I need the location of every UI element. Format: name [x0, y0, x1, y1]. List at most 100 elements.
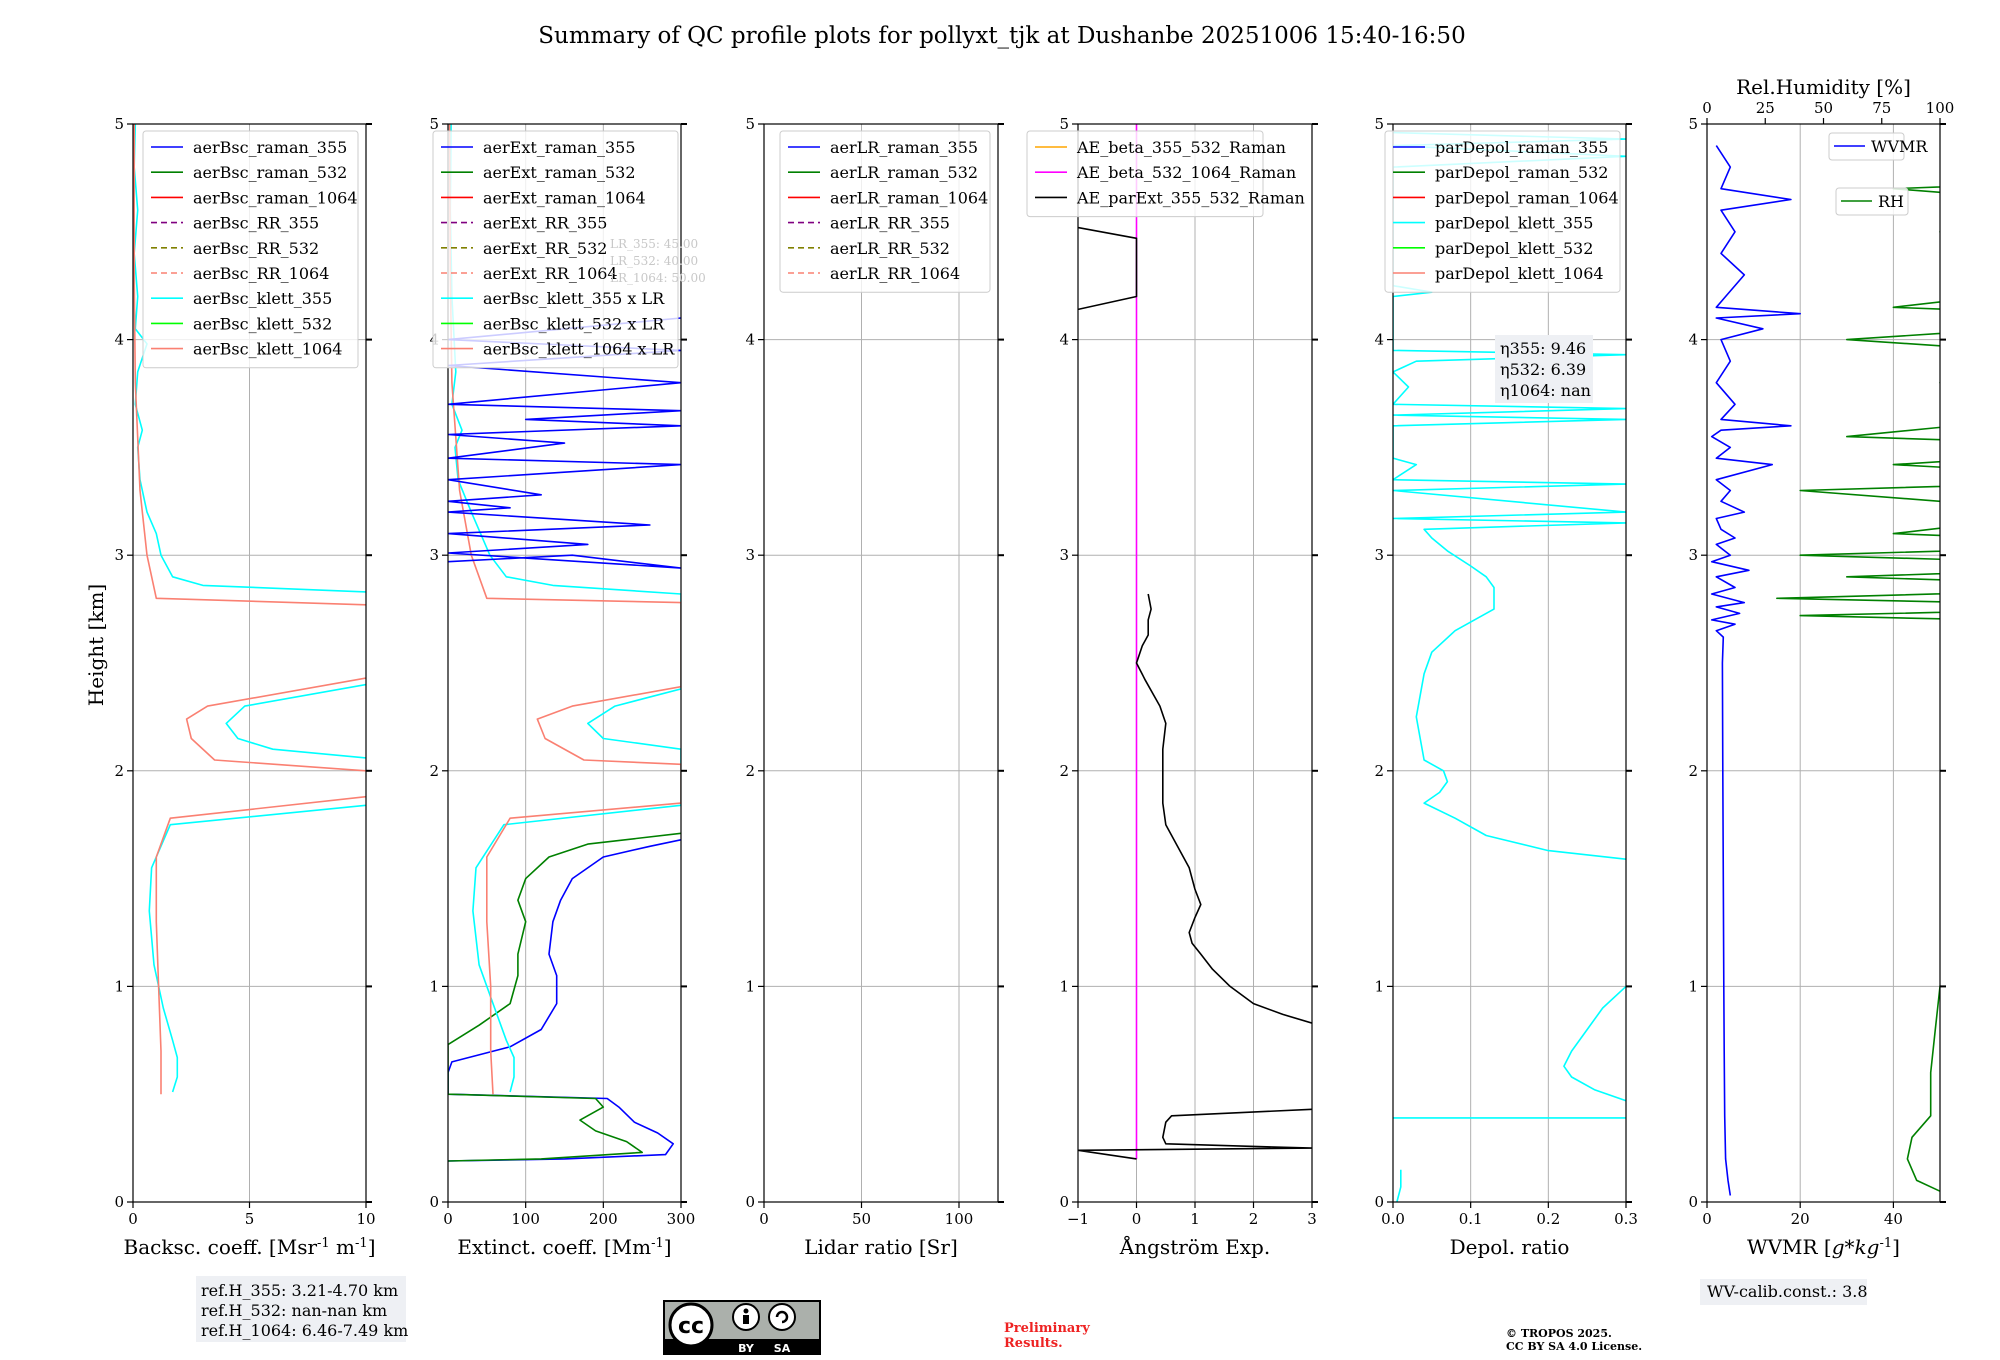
lr-note: LR_532: 40.00 [610, 254, 698, 268]
lr-note: LR_1064: 50.00 [610, 271, 706, 285]
x-tick-label: 40 [1884, 1210, 1903, 1228]
y-tick-label: 1 [1374, 977, 1384, 995]
y-tick-label: 2 [1059, 762, 1069, 780]
x-tick-label: 50 [852, 1210, 871, 1228]
legend-label: aerExt_RR_532 [483, 239, 607, 258]
ref-h-355: ref.H_355: 3.21-4.70 km [201, 1281, 398, 1300]
x-tick-label: 5 [245, 1210, 255, 1228]
legend-label: aerExt_RR_1064 [483, 264, 618, 283]
x-tick-label: −1 [1067, 1210, 1089, 1228]
legend-label: AE_parExt_355_532_Raman [1076, 188, 1305, 207]
top-x-tick-label: 100 [1926, 99, 1955, 117]
series-pardepol-klett-355 [1396, 1169, 1402, 1202]
legend-label: aerBsc_raman_355 [193, 138, 347, 157]
cc-license-badge: cc BY SA [663, 1300, 821, 1355]
wv-calib-box: WV-calib.const.: 3.8 [1700, 1279, 1868, 1305]
top-x-tick-label: 0 [1702, 99, 1712, 117]
legend-label: aerBsc_klett_532 x LR [483, 314, 665, 333]
series-aerext-raman-355 [448, 839, 681, 1162]
y-tick-label: 1 [114, 977, 124, 995]
y-tick-label: 4 [1688, 331, 1698, 349]
legend-label: aerExt_raman_355 [483, 138, 636, 157]
legend-label: WVMR [1871, 137, 1928, 156]
legend-box [779, 130, 991, 293]
legend-label: aerBsc_klett_355 [193, 289, 332, 308]
x-axis-label: WVMR [g*kg-1] [1747, 1235, 1900, 1259]
x-axis-label: Ångström Exp. [1119, 1234, 1270, 1259]
legend-label: parDepol_klett_532 [1435, 239, 1593, 258]
axes-frame [1706, 123, 1941, 1203]
panel-depol: 0 1 2 3 4 5 0.0 0.1 0.2 0.3 Depol. ratio parDepol_r… [1374, 115, 1637, 1259]
series-group [1393, 131, 1626, 1202]
y-tick-label: 3 [1374, 546, 1384, 564]
axes-frame [447, 123, 682, 1203]
legend-label: aerBsc_raman_1064 [193, 188, 358, 207]
legend-box [142, 130, 359, 369]
legend-box [1384, 130, 1621, 293]
y-tick-label: 4 [1374, 331, 1384, 349]
x-tick-label: 0 [1702, 1210, 1712, 1228]
license-text: CC BY SA 4.0 License. [1506, 1340, 1642, 1353]
legend-label: aerExt_RR_355 [483, 214, 607, 233]
y-tick-label: 5 [114, 115, 124, 133]
series-aerext-raman-532 [448, 832, 681, 1162]
x-tick-label: 10 [356, 1210, 375, 1228]
y-tick-label: 0 [745, 1193, 755, 1211]
legend-label: aerBsc_klett_355 x LR [483, 289, 665, 308]
y-tick-label: 2 [1688, 762, 1698, 780]
legend-label: parDepol_klett_355 [1435, 214, 1593, 233]
x-tick-label: 0 [443, 1210, 453, 1228]
cc-icon [668, 1302, 714, 1348]
y-tick-label: 1 [745, 977, 755, 995]
y-tick-label: 4 [114, 331, 124, 349]
wv-calib-const: WV-calib.const.: 3.8 [1707, 1282, 1868, 1301]
series-aerbsc-klett-1064-x-lr [448, 124, 681, 1095]
x-tick-label: 0.0 [1381, 1210, 1405, 1228]
x-tick-label: 0.2 [1536, 1210, 1560, 1228]
series-aerbsc-klett-1064 [133, 124, 366, 1095]
series-ae-parext-355-532-raman-main- [1135, 593, 1312, 1024]
legend-label: parDepol_raman_355 [1435, 138, 1608, 157]
legend-label: parDepol_raman_1064 [1435, 188, 1619, 207]
legend-label: aerExt_raman_532 [483, 163, 636, 182]
legend-label: aerBsc_klett_1064 x LR [483, 340, 675, 359]
top-x-tick-label: 25 [1756, 99, 1775, 117]
figure-title: Summary of QC profile plots for pollyxt_… [538, 23, 1465, 49]
panel-bsc: 0 1 2 3 4 5 0 5 10 Backsc. coeff. [Msr-1 m-1] aerB… [114, 115, 375, 1259]
y-tick-label: 5 [745, 115, 755, 133]
license-sa: SA [774, 1342, 791, 1355]
y-tick-label: 0 [1374, 1193, 1384, 1211]
x-tick-label: 2 [1249, 1210, 1259, 1228]
series-rh [1776, 186, 1940, 1193]
legend-label: aerLR_raman_532 [830, 163, 978, 182]
y-tick-label: 2 [745, 762, 755, 780]
y-tick-label: 5 [1374, 115, 1384, 133]
svg-text:cc: cc [678, 1314, 704, 1339]
series-aerext-raman-355-upper- [448, 317, 681, 569]
y-tick-label: 5 [1059, 115, 1069, 133]
y-tick-label: 0 [114, 1193, 124, 1211]
y-axis-label: Height [km] [84, 584, 108, 706]
results-label: Results. [1004, 1336, 1063, 1351]
series-wvmr [1710, 145, 1801, 1196]
ref-h-532: ref.H_532: nan-nan km [201, 1301, 387, 1320]
series-group [1710, 145, 1940, 1196]
legend-label: parDepol_klett_1064 [1435, 264, 1604, 283]
y-tick-label: 1 [1059, 977, 1069, 995]
series-group [1078, 124, 1312, 1160]
y-tick-label: 3 [429, 546, 439, 564]
legend-label: AE_beta_355_532_Raman [1076, 138, 1286, 157]
y-tick-label: 2 [1374, 762, 1384, 780]
x-tick-label: 3 [1307, 1210, 1317, 1228]
x-tick-label: 0.3 [1614, 1210, 1638, 1228]
y-tick-label: 4 [745, 331, 755, 349]
series-group [448, 124, 681, 1162]
y-tick-label: 1 [1688, 977, 1698, 995]
copyright-label: © TROPOS 2025. [1506, 1327, 1612, 1340]
x-tick-label: 0.1 [1459, 1210, 1483, 1228]
axes-frame [1392, 123, 1627, 1203]
legend-label: aerLR_raman_1064 [830, 188, 988, 207]
